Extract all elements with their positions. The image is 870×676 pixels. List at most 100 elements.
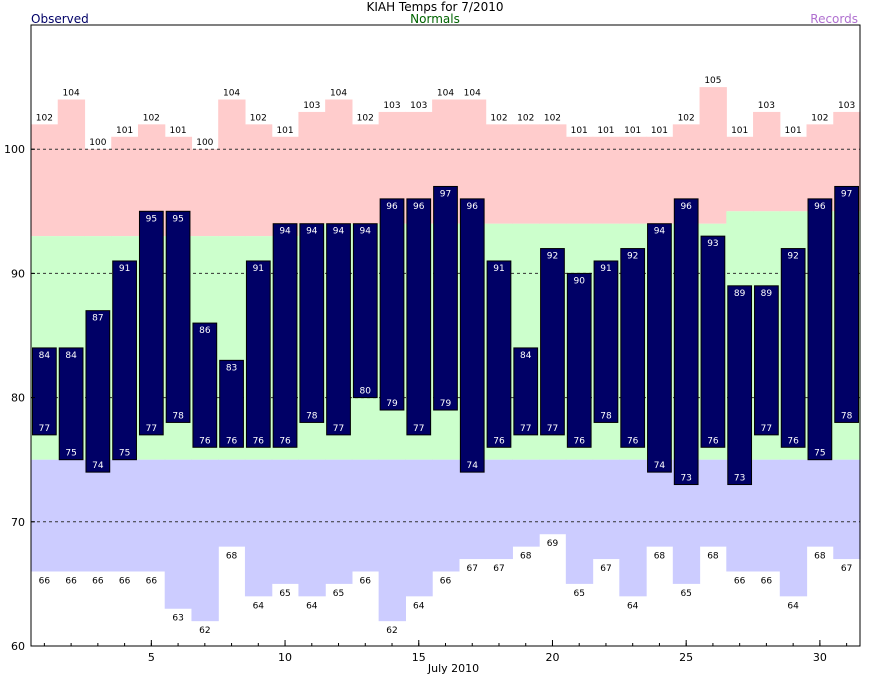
record-low-label: 68 (707, 552, 719, 562)
observed-high-label: 95 (172, 214, 183, 224)
observed-bar (299, 223, 325, 423)
record-low-band (806, 459, 834, 547)
record-high-label: 102 (490, 113, 507, 123)
record-high-label: 103 (758, 101, 775, 111)
observed-high-label: 91 (253, 264, 264, 274)
record-high-label: 102 (544, 113, 561, 123)
record-high-label: 102 (143, 113, 160, 123)
record-high-label: 101 (624, 126, 641, 136)
y-tick-label: 100 (4, 143, 25, 156)
record-high-label: 102 (811, 113, 828, 123)
record-high-band (806, 124, 834, 212)
record-low-band (351, 459, 380, 572)
record-low-band (137, 459, 166, 572)
observed-high-label: 89 (761, 289, 773, 299)
observed-high-label: 94 (654, 227, 666, 237)
observed-low-label: 73 (680, 474, 691, 484)
record-high-label: 101 (785, 126, 802, 136)
record-low-band (57, 459, 86, 572)
x-tick-label: 30 (813, 651, 827, 664)
observed-high-label: 91 (119, 264, 130, 274)
record-low-label: 65 (680, 589, 691, 599)
record-low-band (84, 459, 112, 572)
observed-bar (700, 235, 726, 448)
record-low-label: 66 (734, 576, 746, 586)
record-high-band (351, 124, 380, 224)
record-high-band (565, 136, 594, 224)
record-low-band (405, 459, 433, 597)
observed-low-label: 76 (627, 436, 639, 446)
observed-bar (58, 347, 84, 461)
record-high-band (191, 149, 219, 237)
observed-low-label: 75 (814, 449, 825, 459)
record-high-label: 104 (330, 89, 347, 99)
record-high-band (699, 87, 727, 224)
observed-low-label: 75 (65, 449, 76, 459)
observed-low-label: 78 (600, 411, 612, 421)
y-tick-label: 60 (11, 640, 25, 653)
observed-low-label: 76 (226, 436, 238, 446)
record-high-label: 101 (597, 126, 614, 136)
record-high-label: 103 (410, 101, 427, 111)
observed-high-label: 91 (600, 264, 611, 274)
record-high-band (539, 124, 567, 224)
record-low-label: 68 (814, 552, 826, 562)
observed-bar (352, 223, 378, 399)
observed-high-label: 97 (841, 189, 852, 199)
record-high-band (753, 111, 781, 212)
observed-high-label: 94 (333, 227, 345, 237)
record-low-label: 68 (654, 552, 666, 562)
observed-low-label: 79 (440, 399, 452, 409)
observed-low-label: 78 (172, 411, 184, 421)
record-high-label: 101 (651, 126, 668, 136)
observed-low-label: 76 (493, 436, 505, 446)
record-high-label: 102 (250, 113, 267, 123)
record-high-label: 101 (116, 126, 133, 136)
record-low-label: 64 (306, 601, 318, 611)
record-low-band (164, 459, 193, 609)
record-high-label: 101 (276, 126, 293, 136)
record-low-label: 64 (253, 601, 265, 611)
observed-bar (727, 285, 753, 486)
record-low-label: 65 (279, 589, 290, 599)
record-low-band (31, 459, 59, 572)
record-low-label: 67 (467, 564, 478, 574)
observed-bar (85, 310, 111, 473)
record-low-label: 66 (39, 576, 51, 586)
record-low-label: 64 (787, 601, 799, 611)
observed-bar (219, 359, 244, 448)
record-low-label: 66 (92, 576, 104, 586)
record-low-label: 67 (841, 564, 852, 574)
observed-low-label: 79 (386, 399, 398, 409)
record-high-band (31, 124, 59, 237)
value-labels-layer: 84 77 102 66 84 75 104 66 87 74 100 66 91 75 101 66 95 77… (36, 76, 855, 636)
x-tick-label: 15 (412, 651, 426, 664)
x-tick-label: 5 (148, 651, 155, 664)
observed-high-label: 94 (279, 227, 291, 237)
observed-bar (32, 347, 57, 436)
record-low-band (244, 459, 273, 597)
record-low-label: 62 (199, 626, 210, 636)
observed-bar (138, 210, 164, 436)
record-low-label: 69 (547, 539, 559, 549)
observed-low-label: 77 (39, 424, 50, 434)
observed-high-label: 92 (627, 252, 638, 262)
observed-low-label: 78 (841, 411, 853, 421)
y-tick-label: 90 (11, 267, 25, 280)
x-tick-label: 10 (278, 651, 292, 664)
observed-low-label: 74 (467, 461, 479, 471)
records-legend-label: Records (810, 12, 858, 26)
record-low-band (833, 459, 861, 560)
record-low-label: 62 (386, 626, 397, 636)
record-low-band (646, 459, 674, 547)
observed-bar (326, 223, 351, 436)
record-low-label: 65 (573, 589, 584, 599)
observed-low-label: 77 (413, 424, 424, 434)
record-low-label: 66 (119, 576, 131, 586)
record-low-label: 66 (761, 576, 773, 586)
observed-high-label: 93 (707, 239, 718, 249)
observed-high-label: 94 (360, 227, 372, 237)
observed-bar (780, 248, 806, 448)
observed-low-label: 78 (306, 411, 318, 421)
observed-low-label: 76 (253, 436, 265, 446)
